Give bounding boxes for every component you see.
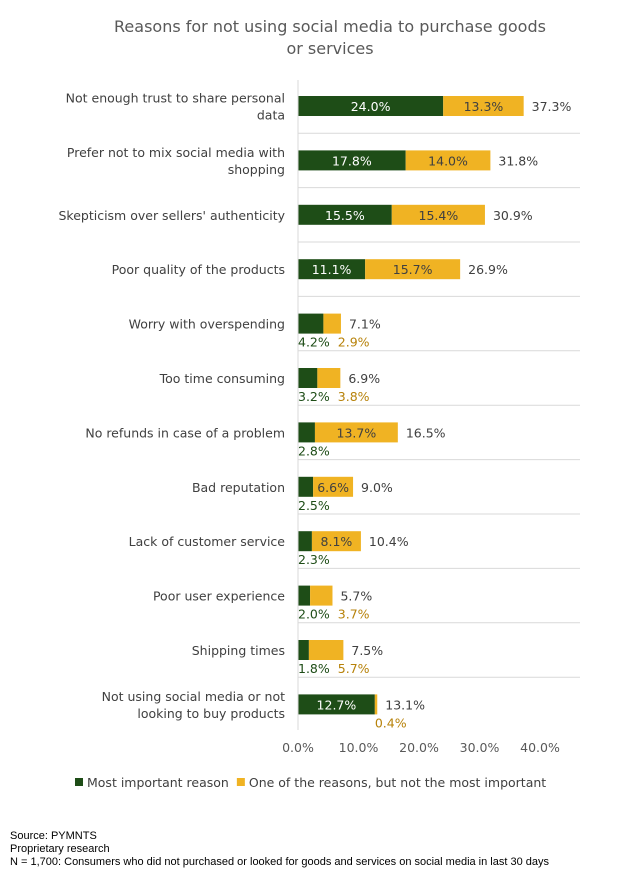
- total-label: 5.7%: [340, 589, 372, 604]
- total-label: 26.9%: [468, 262, 508, 277]
- segment-label: 15.7%: [393, 262, 433, 277]
- bar-segment-one-of-reasons: [314, 422, 398, 443]
- bar-segment-most-important: [298, 476, 314, 497]
- sample-note: N = 1,700: Consumers who did not purchas…: [10, 856, 549, 868]
- segment-label: 2.8%: [298, 443, 330, 458]
- bar-segment-most-important: [298, 694, 375, 715]
- segment-label: 2.9%: [338, 335, 370, 350]
- total-label: 16.5%: [406, 425, 446, 440]
- total-label: 6.9%: [348, 371, 380, 386]
- segment-label: 11.1%: [312, 262, 352, 277]
- bar-segment-most-important: [298, 259, 366, 280]
- segment-label: 15.5%: [325, 208, 365, 223]
- segment-label: 3.7%: [338, 607, 370, 622]
- legend-swatch: [75, 778, 83, 786]
- segment-label: 6.6%: [317, 480, 349, 495]
- bar-segment-most-important: [298, 368, 318, 388]
- category-label: Too time consuming: [159, 371, 285, 386]
- total-label: 31.8%: [498, 153, 538, 168]
- segment-label: 17.8%: [332, 153, 372, 168]
- segment-label: 0.4%: [375, 715, 407, 730]
- bar-segment-one-of-reasons: [313, 476, 354, 497]
- segment-label: 4.2%: [298, 335, 330, 350]
- bar-segment-most-important: [298, 96, 444, 116]
- x-tick-label: 40.0%: [520, 740, 560, 755]
- total-label: 13.1%: [385, 697, 425, 712]
- source-line: Source: PYMNTS: [10, 830, 97, 842]
- category-label: Not using social media or not: [102, 689, 285, 704]
- segment-label: 1.8%: [298, 661, 330, 676]
- bar-segment-one-of-reasons: [391, 204, 485, 225]
- category-label: shopping: [228, 162, 285, 177]
- chart-title: or services: [286, 39, 373, 58]
- segment-label: 13.7%: [337, 425, 377, 440]
- segment-label: 13.3%: [464, 99, 504, 114]
- source-note: Proprietary research: [10, 843, 110, 855]
- bar-segment-one-of-reasons: [310, 585, 333, 606]
- segment-label: 2.3%: [298, 552, 330, 567]
- bar-segment-one-of-reasons: [443, 96, 524, 116]
- x-tick-label: 0.0%: [282, 740, 314, 755]
- category-label: Poor quality of the products: [112, 262, 285, 277]
- total-label: 30.9%: [493, 208, 533, 223]
- bar-segment-one-of-reasons: [323, 313, 341, 334]
- total-label: 7.5%: [351, 643, 383, 658]
- category-label: Skepticism over sellers' authenticity: [58, 208, 285, 223]
- category-label: No refunds in case of a problem: [85, 425, 285, 440]
- x-tick-label: 10.0%: [339, 740, 379, 755]
- category-label: Worry with overspending: [129, 317, 285, 332]
- bar-segment-one-of-reasons: [311, 531, 361, 552]
- total-label: 10.4%: [369, 534, 409, 549]
- chart: Reasons for not using social media to pu…: [58, 17, 580, 790]
- segment-label: 12.7%: [317, 697, 357, 712]
- bar-segment-one-of-reasons: [308, 640, 344, 660]
- category-label: Bad reputation: [192, 480, 285, 495]
- segment-label: 3.8%: [338, 389, 370, 404]
- legend-label: Most important reason: [87, 775, 229, 790]
- category-label: data: [257, 108, 285, 123]
- chart-title: Reasons for not using social media to pu…: [114, 17, 546, 36]
- category-label: Poor user experience: [153, 589, 285, 604]
- segment-label: 8.1%: [321, 534, 353, 549]
- bar-segment-most-important: [298, 422, 315, 443]
- legend-label: One of the reasons, but not the most imp…: [249, 775, 546, 790]
- bar-segment-one-of-reasons: [374, 694, 378, 715]
- segment-label: 15.4%: [419, 208, 459, 223]
- segment-label: 2.0%: [298, 607, 330, 622]
- x-tick-label: 30.0%: [460, 740, 500, 755]
- category-label: Not enough trust to share personal: [66, 91, 285, 106]
- segment-label: 24.0%: [351, 99, 391, 114]
- total-label: 9.0%: [361, 480, 393, 495]
- bar-segment-most-important: [298, 150, 406, 171]
- bar-segment-one-of-reasons: [317, 368, 341, 388]
- segment-label: 3.2%: [298, 389, 330, 404]
- category-label: looking to buy products: [137, 706, 285, 721]
- bar-segment-most-important: [298, 531, 312, 552]
- category-label: Shipping times: [192, 643, 285, 658]
- bar-segment-most-important: [298, 204, 392, 225]
- segment-label: 5.7%: [338, 661, 370, 676]
- category-label: Lack of customer service: [129, 534, 286, 549]
- total-label: 7.1%: [349, 317, 381, 332]
- legend-swatch: [236, 778, 245, 786]
- total-label: 37.3%: [532, 99, 572, 114]
- bar-segment-most-important: [298, 313, 324, 334]
- segment-label: 14.0%: [428, 153, 468, 168]
- x-tick-label: 20.0%: [399, 740, 439, 755]
- bar-segment-one-of-reasons: [365, 259, 461, 280]
- bar-segment-one-of-reasons: [405, 150, 491, 171]
- segment-label: 2.5%: [298, 498, 330, 513]
- category-label: Prefer not to mix social media with: [67, 145, 285, 160]
- bar-segment-most-important: [298, 585, 311, 606]
- bar-segment-most-important: [298, 640, 309, 660]
